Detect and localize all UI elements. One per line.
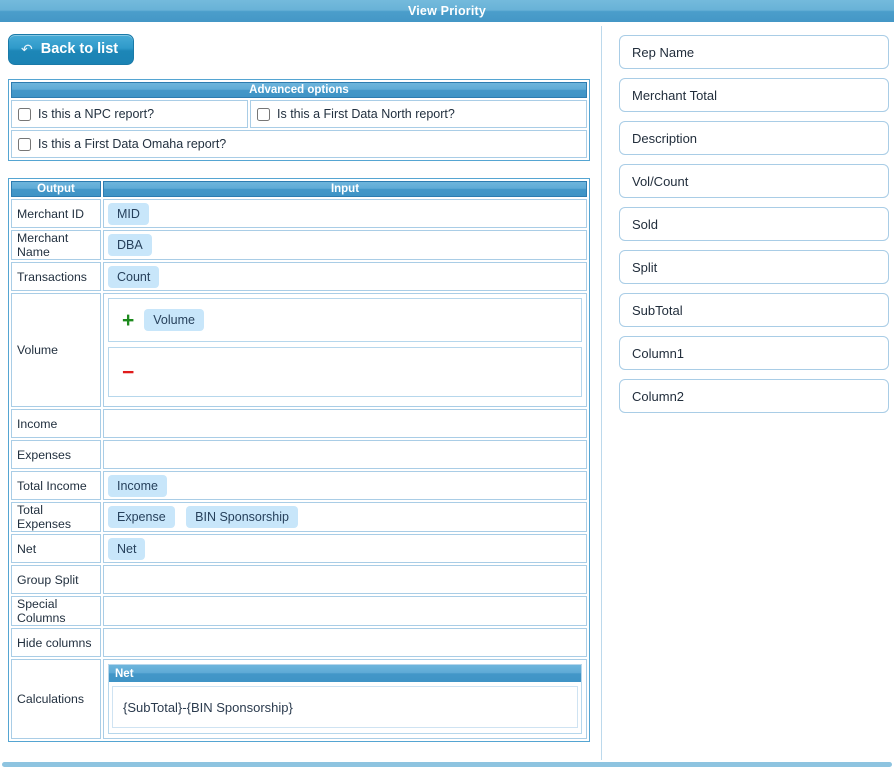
plus-icon[interactable]: + (122, 308, 135, 332)
column-chip-description[interactable]: Description (619, 121, 889, 155)
available-columns-sidebar: Rep Name Merchant Total Description Vol/… (619, 22, 889, 422)
calculation-panel-body: {SubTotal}-{BIN Sponsorship} (109, 682, 581, 733)
table-row: Merchant Name DBA (11, 230, 587, 260)
row-label-calculations: Calculations (11, 659, 101, 739)
column-chip-column2[interactable]: Column2 (619, 379, 889, 413)
volume-add-dropzone[interactable]: + Volume (108, 298, 582, 342)
volume-subtract-dropzone[interactable]: − (108, 347, 582, 397)
input-column-header: Input (103, 181, 587, 197)
fd-north-report-option[interactable]: Is this a First Data North report? (257, 107, 580, 121)
row-input-calculations[interactable]: Net {SubTotal}-{BIN Sponsorship} (103, 659, 587, 739)
tag-chip[interactable]: Income (108, 474, 167, 497)
tag-chip[interactable]: Net (108, 537, 146, 560)
advanced-options-table: Advanced options Is this a NPC report? I… (8, 79, 590, 161)
column-chip-vol-count[interactable]: Vol/Count (619, 164, 889, 198)
page-title: View Priority (407, 4, 487, 18)
column-chip-subtotal[interactable]: SubTotal (619, 293, 889, 327)
npc-report-label: Is this a NPC report? (38, 107, 155, 121)
row-label-group-split: Group Split (11, 565, 101, 594)
table-row: Group Split (11, 565, 587, 594)
row-input-hide-columns[interactable] (103, 628, 587, 657)
tag-chip[interactable]: Expense (108, 506, 175, 528)
row-input-group-split[interactable] (103, 565, 587, 594)
output-input-mapping-table: Output Input Merchant ID MID Merchant Na… (8, 178, 590, 742)
tag-chip[interactable]: DBA (108, 234, 152, 256)
main-column: ↶ Back to list Advanced options Is this … (8, 22, 590, 742)
npc-report-option[interactable]: Is this a NPC report? (18, 107, 241, 121)
tag-chip[interactable]: BIN Sponsorship (186, 506, 298, 528)
column-chip-column1[interactable]: Column1 (619, 336, 889, 370)
table-row: Expenses (11, 440, 587, 469)
table-row: Total Income Income (11, 471, 587, 500)
back-to-list-button[interactable]: ↶ Back to list (8, 34, 135, 65)
minus-icon[interactable]: − (122, 360, 135, 384)
column-chip-sold[interactable]: Sold (619, 207, 889, 241)
tag-chip[interactable]: Volume (144, 309, 204, 331)
table-row: Net Net (11, 534, 587, 563)
back-button-label: Back to list (40, 41, 119, 57)
column-chip-rep-name[interactable]: Rep Name (619, 35, 889, 69)
row-label-transactions: Transactions (11, 262, 101, 291)
table-row: Transactions Count (11, 262, 587, 291)
row-label-net: Net (11, 534, 101, 563)
row-label-special-columns: Special Columns (11, 596, 101, 626)
row-label-income: Income (11, 409, 101, 438)
row-label-merchant-id: Merchant ID (11, 199, 101, 228)
footer-accent-bar (2, 762, 892, 767)
row-input-income[interactable] (103, 409, 587, 438)
table-row: Hide columns (11, 628, 587, 657)
back-arrow-icon: ↶ (21, 41, 33, 57)
table-row: Special Columns (11, 596, 587, 626)
table-row: Calculations Net {SubTotal}-{BIN Sponsor… (11, 659, 587, 739)
table-row: Total Expenses Expense BIN Sponsorship (11, 502, 587, 532)
row-label-expenses: Expenses (11, 440, 101, 469)
vertical-divider (601, 26, 602, 760)
row-input-expenses[interactable] (103, 440, 587, 469)
fd-north-report-label: Is this a First Data North report? (277, 107, 455, 121)
calculation-formula[interactable]: {SubTotal}-{BIN Sponsorship} (112, 686, 578, 728)
row-input-net[interactable]: Net (103, 534, 587, 563)
row-label-hide-columns: Hide columns (11, 628, 101, 657)
calculation-panel-header: Net (109, 665, 581, 682)
tag-chip[interactable]: MID (108, 202, 149, 225)
page-header-bar: View Priority (0, 0, 894, 22)
row-input-merchant-name[interactable]: DBA (103, 230, 587, 260)
column-chip-split[interactable]: Split (619, 250, 889, 284)
row-input-merchant-id[interactable]: MID (103, 199, 587, 228)
column-chip-merchant-total[interactable]: Merchant Total (619, 78, 889, 112)
row-label-merchant-name: Merchant Name (11, 230, 101, 260)
row-input-transactions[interactable]: Count (103, 262, 587, 291)
fd-north-report-checkbox[interactable] (257, 107, 270, 121)
row-input-special-columns[interactable] (103, 596, 587, 626)
row-label-total-expenses: Total Expenses (11, 502, 101, 532)
advanced-options-header: Advanced options (11, 82, 587, 98)
npc-report-checkbox[interactable] (18, 107, 31, 121)
fd-omaha-report-checkbox[interactable] (18, 137, 31, 151)
row-label-total-income: Total Income (11, 471, 101, 500)
row-label-volume: Volume (11, 293, 101, 407)
calculation-panel: Net {SubTotal}-{BIN Sponsorship} (108, 664, 582, 734)
row-input-total-income[interactable]: Income (103, 471, 587, 500)
fd-omaha-report-label: Is this a First Data Omaha report? (38, 137, 227, 151)
output-column-header: Output (11, 181, 101, 197)
page-content: ↶ Back to list Advanced options Is this … (0, 22, 894, 760)
table-row: Income (11, 409, 587, 438)
table-row: Merchant ID MID (11, 199, 587, 228)
tag-chip[interactable]: Count (108, 265, 160, 288)
fd-omaha-report-cell: Is this a First Data Omaha report? (11, 130, 587, 158)
fd-north-report-cell: Is this a First Data North report? (250, 100, 587, 128)
fd-omaha-report-option[interactable]: Is this a First Data Omaha report? (18, 137, 580, 151)
row-input-total-expenses[interactable]: Expense BIN Sponsorship (103, 502, 587, 532)
npc-report-cell: Is this a NPC report? (11, 100, 248, 128)
row-input-volume[interactable]: + Volume − (103, 293, 587, 407)
table-row: Volume + Volume − (11, 293, 587, 407)
